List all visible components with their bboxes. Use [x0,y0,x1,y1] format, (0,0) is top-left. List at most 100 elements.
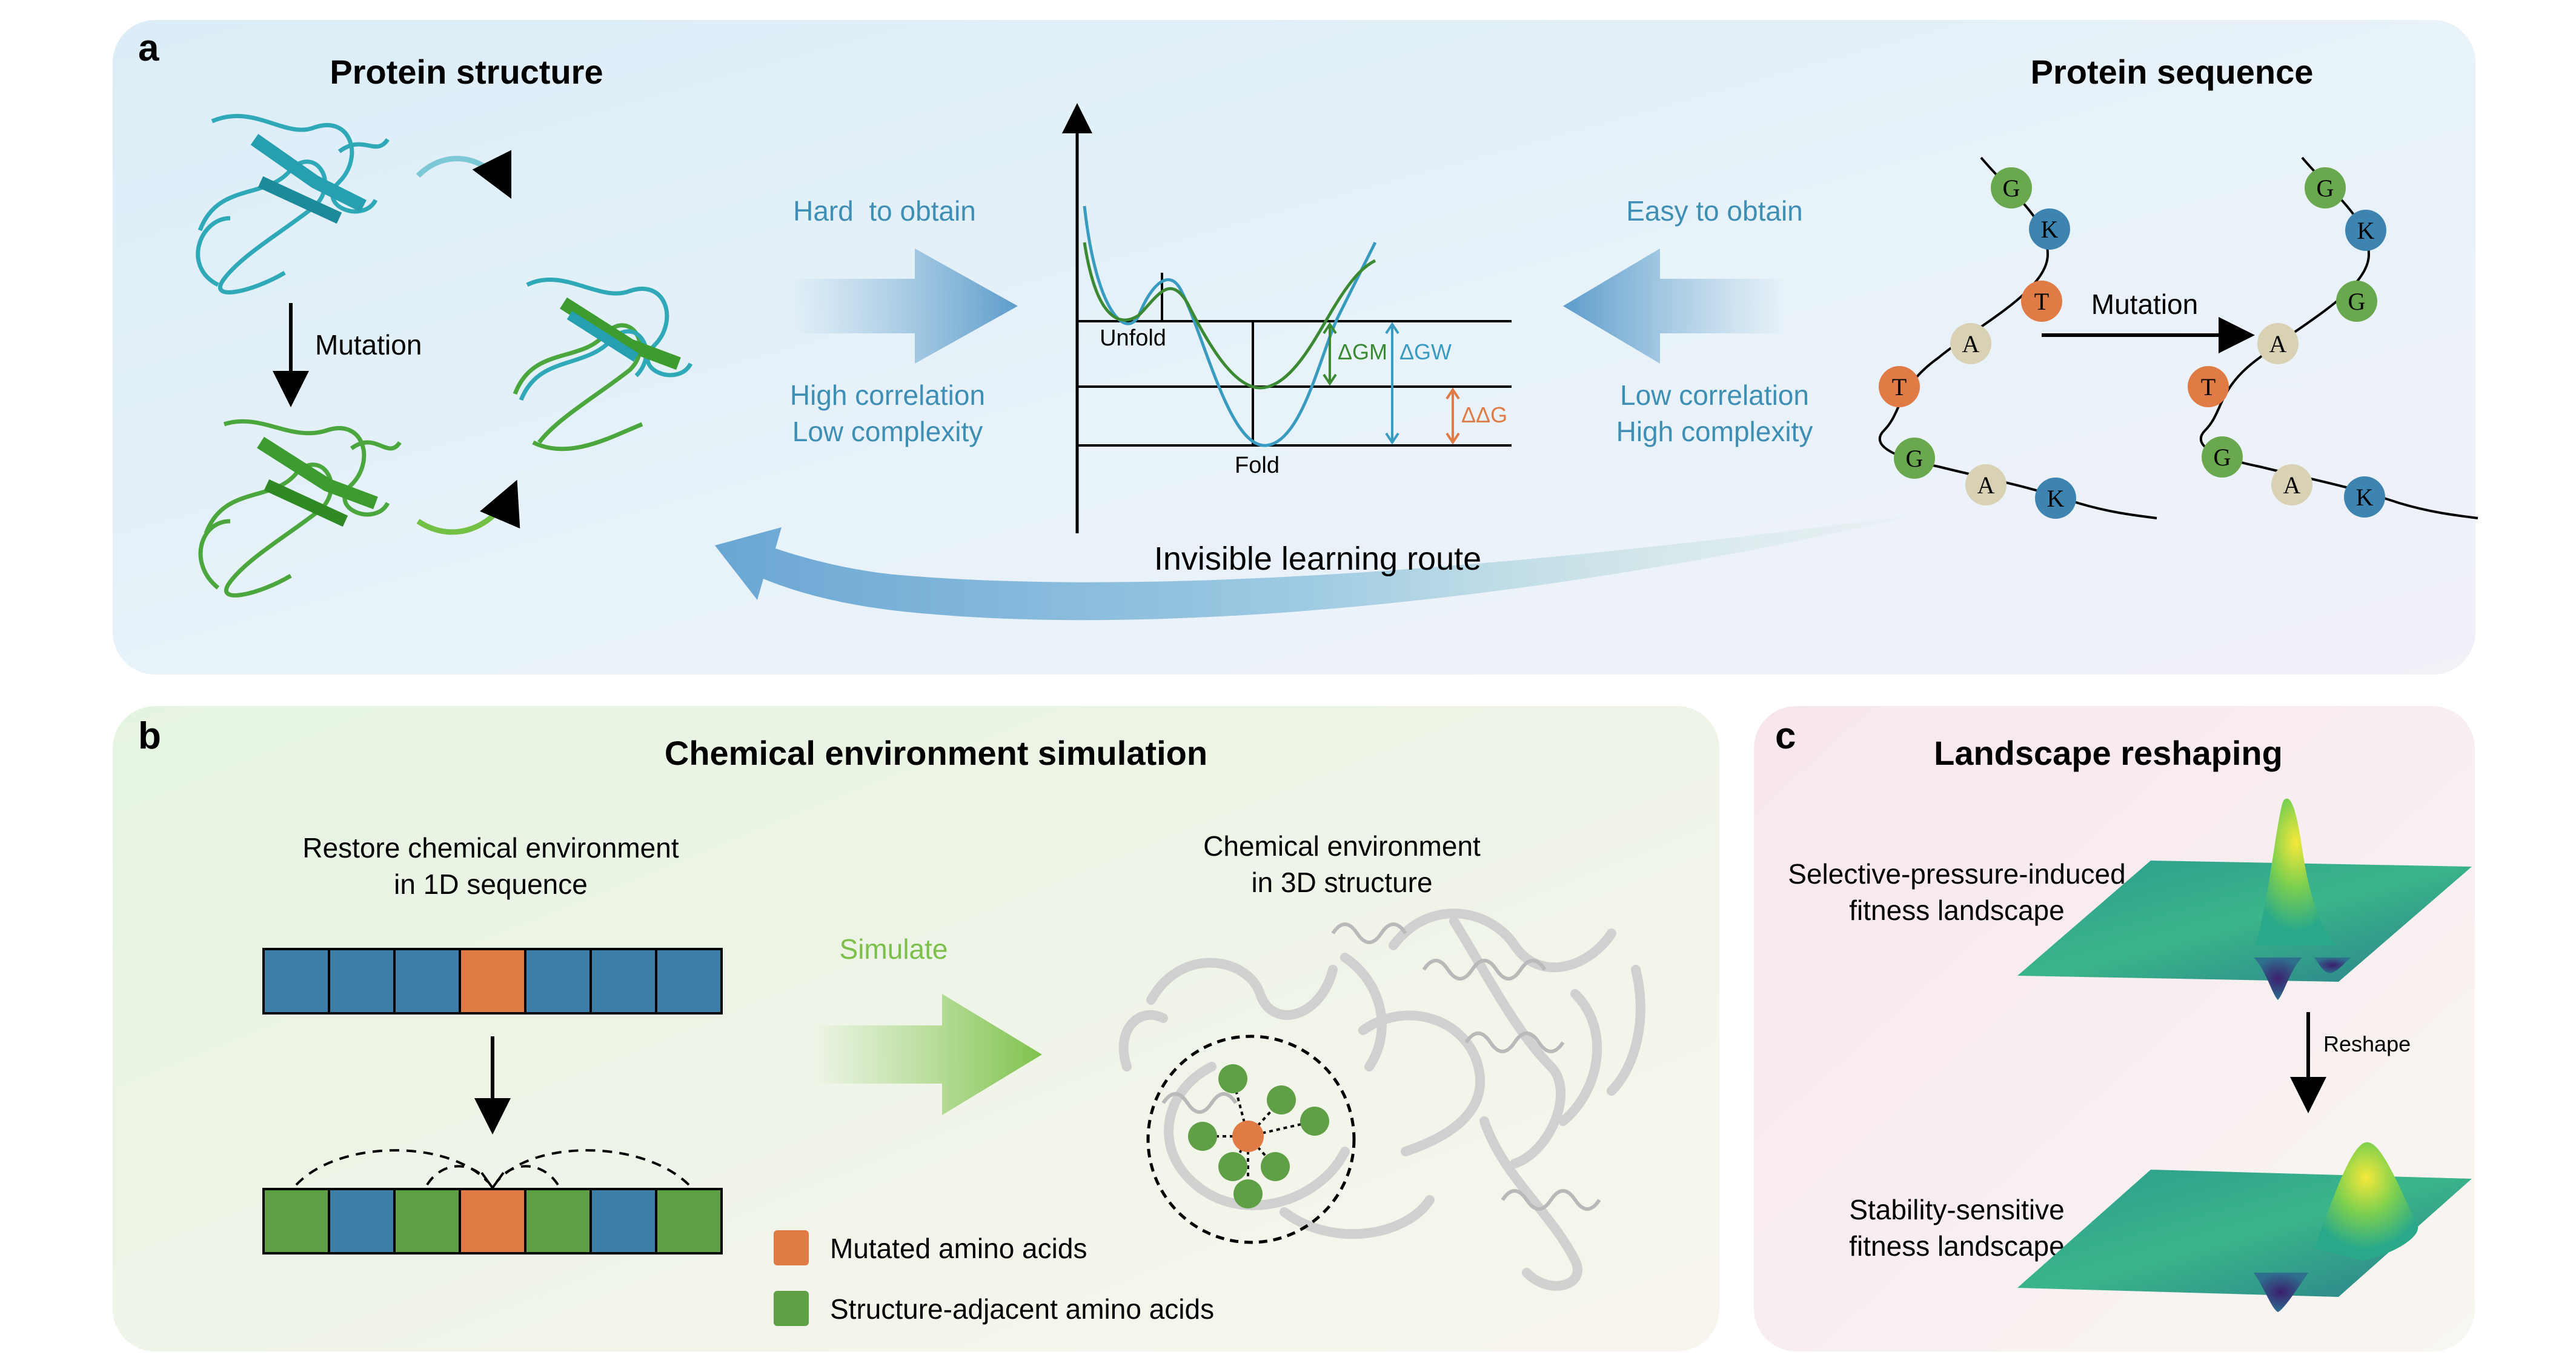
panel-c: c Landscape reshaping Selective-pressure… [1754,706,2475,1351]
teal-curved-arrow [416,150,512,199]
selective-line-1: Selective-pressure-induced [1788,858,2125,890]
panel-b: b Chemical environment simulation Restor… [113,706,1719,1351]
adjacent-residue [1300,1107,1329,1136]
wild-residue: A [1965,464,2007,505]
high-complexity-label: High complexity [1616,416,1813,447]
sequence-cell [393,948,461,1015]
adjacent-residues [1188,1064,1329,1208]
hard-to-obtain-arrow [788,248,1018,364]
panel-b-title: Chemical environment simulation [665,734,1207,772]
svg-text:K: K [2357,217,2375,244]
legend-adjacent-swatch [774,1291,809,1326]
mutation-right-label: Mutation [2091,288,2198,320]
mutant-residue: T [2188,366,2229,407]
sequence-cell-adjacent [393,1188,461,1254]
svg-text:A: A [2269,330,2287,358]
wild-type-energy-curve [1083,205,1377,447]
panel-a: a Protein structure Protein sequence Mut… [113,20,2478,675]
mutant-residue: G [2202,436,2243,478]
sequence-1d-original [262,948,723,1015]
mutant-energy-curve [1083,242,1376,390]
sequence-cell [328,948,396,1015]
sequence-cell-mutated [459,948,526,1015]
adjacent-residue [1261,1152,1290,1181]
mutant-residue: K [2345,210,2386,251]
svg-text:A: A [1962,330,1980,358]
protein-3d-structure-image [1118,908,1645,1291]
mutated-residue [1232,1121,1264,1152]
legend-adjacent-label: Structure-adjacent amino acids [830,1293,1214,1325]
green-curved-arrow [416,479,520,535]
reshape-label: Reshape [2323,1031,2411,1056]
protein-3d-structure-helices [1161,922,1601,1211]
simulate-label: Simulate [840,933,948,965]
selective-line-2: fitness landscape [1849,895,2064,926]
wild-type-structure-image [196,113,390,295]
panel-b-letter: b [138,715,161,757]
low-correlation-label: Low correlation [1620,379,1809,411]
invisible-learning-route-arrow [715,515,1914,621]
svg-text:G: G [2214,444,2231,471]
route-label: Invisible learning route [1154,541,1481,577]
restore-line-2: in 1D sequence [394,868,588,900]
dgw-label: ΔGW [1399,339,1452,364]
stability-fitness-landscape-image [2017,1142,2472,1312]
sequence-cell [655,948,723,1015]
dependency-arcs [295,1149,690,1186]
easy-to-obtain-arrow [1563,248,1787,364]
mutant-residue: A [2257,323,2299,364]
energy-diagram: Unfold Fold ΔGM ΔGW ΔΔG [1062,103,1512,533]
svg-text:T: T [2034,288,2049,315]
wild-sequence-chain: G K T A T G A K [1878,156,2157,519]
adjacent-residue [1267,1085,1296,1114]
unfold-label: Unfold [1100,325,1166,351]
sequence-cell-adjacent [262,1188,330,1254]
svg-text:G: G [2003,175,2020,202]
fold-label: Fold [1235,453,1280,478]
wild-residue: K [2029,208,2070,250]
svg-text:A: A [1977,471,1995,499]
sequence-cell-adjacent [655,1188,723,1254]
svg-text:K: K [2047,485,2065,512]
svg-text:T: T [1892,373,1907,401]
svg-text:K: K [2041,216,2059,243]
mutant-structure-image [198,419,402,598]
svg-text:G: G [2317,175,2334,202]
high-correlation-label: High correlation [790,379,985,411]
stability-line-1: Stability-sensitive [1849,1194,2064,1225]
mutant-residue: G [2336,281,2377,322]
restore-line-1: Restore chemical environment [302,832,679,864]
environment-boundary [1146,1034,1356,1244]
wild-residue: G [1894,438,1935,479]
simulate-arrow [812,994,1042,1115]
mutant-residue: G [2305,167,2346,208]
mutant-residue: K [2344,476,2385,518]
panel-a-letter: a [138,27,159,69]
stability-line-2: fitness landscape [1849,1230,2064,1262]
svg-text:G: G [2348,288,2366,315]
panel-c-title: Landscape reshaping [1934,734,2283,772]
structure-title: Protein structure [330,53,603,91]
chem3d-line-2: in 3D structure [1251,867,1432,898]
mutant-sequence-chain: G K G A T G A K [2188,156,2478,519]
panel-a-background [113,20,2475,675]
wild-residue: G [1991,167,2032,208]
arc-converge-head [480,1171,505,1190]
adjacent-residue [1218,1064,1247,1093]
wild-residue: T [2021,281,2062,322]
adjacent-residue [1233,1179,1263,1208]
sequence-cell [328,1188,396,1254]
dgm-label: ΔGM [1338,339,1387,364]
sequence-cell [262,948,330,1015]
legend-mutated-label: Mutated amino acids [830,1233,1087,1264]
adjacent-residue [1188,1122,1217,1151]
low-complexity-label: Low complexity [792,416,983,447]
wild-residue: K [2035,478,2076,519]
chem3d-line-1: Chemical environment [1203,830,1481,862]
overlay-structure-image [513,277,693,451]
sequence-cell [589,1188,657,1254]
sequence-cell [589,948,657,1015]
sequence-cell-adjacent [524,1188,592,1254]
mutation-left-label: Mutation [315,329,422,361]
